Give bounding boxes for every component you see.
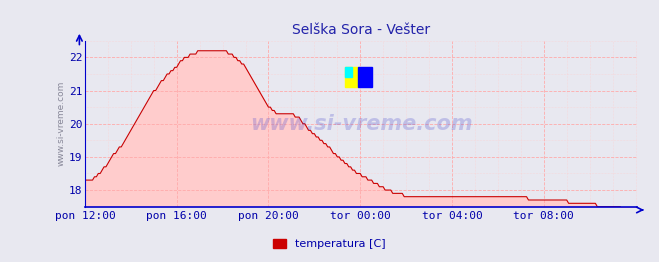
Bar (345, 67, 351, 77)
Y-axis label: www.si-vreme.com: www.si-vreme.com (57, 81, 66, 166)
Legend: temperatura [C]: temperatura [C] (269, 234, 390, 254)
Bar (358, 67, 372, 87)
Bar (345, 67, 358, 87)
Text: www.si-vreme.com: www.si-vreme.com (250, 114, 473, 134)
Title: Selška Sora - Vešter: Selška Sora - Vešter (292, 23, 430, 37)
